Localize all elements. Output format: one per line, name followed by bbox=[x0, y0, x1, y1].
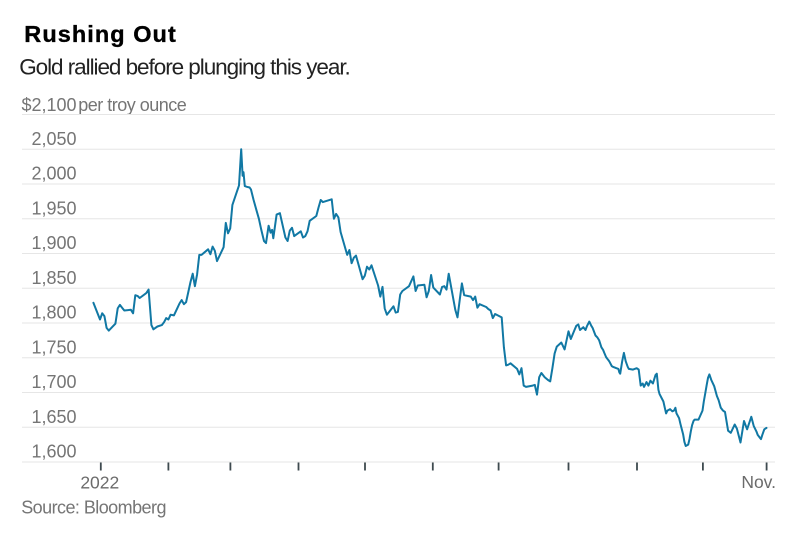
svg-text:Rushing Out: Rushing Out bbox=[24, 21, 177, 47]
svg-text:1,600: 1,600 bbox=[31, 442, 76, 462]
svg-text:1,700: 1,700 bbox=[31, 372, 76, 392]
svg-text:1,850: 1,850 bbox=[31, 268, 76, 288]
svg-text:1,900: 1,900 bbox=[31, 233, 76, 253]
svg-text:Source: Bloomberg: Source: Bloomberg bbox=[21, 498, 166, 518]
svg-text:2,000: 2,000 bbox=[31, 164, 76, 184]
svg-text:$2,100: $2,100 bbox=[21, 95, 76, 115]
svg-text:Nov.: Nov. bbox=[741, 472, 776, 492]
svg-text:1,950: 1,950 bbox=[31, 198, 76, 218]
svg-text:1,650: 1,650 bbox=[31, 407, 76, 427]
svg-text:1,800: 1,800 bbox=[31, 303, 76, 323]
svg-text:2022: 2022 bbox=[80, 473, 119, 493]
svg-text:2,050: 2,050 bbox=[31, 129, 76, 149]
svg-text:1,750: 1,750 bbox=[31, 337, 76, 357]
svg-text:per troy ounce: per troy ounce bbox=[78, 95, 187, 115]
svg-text:Gold rallied before plunging t: Gold rallied before plunging this year. bbox=[19, 55, 350, 80]
